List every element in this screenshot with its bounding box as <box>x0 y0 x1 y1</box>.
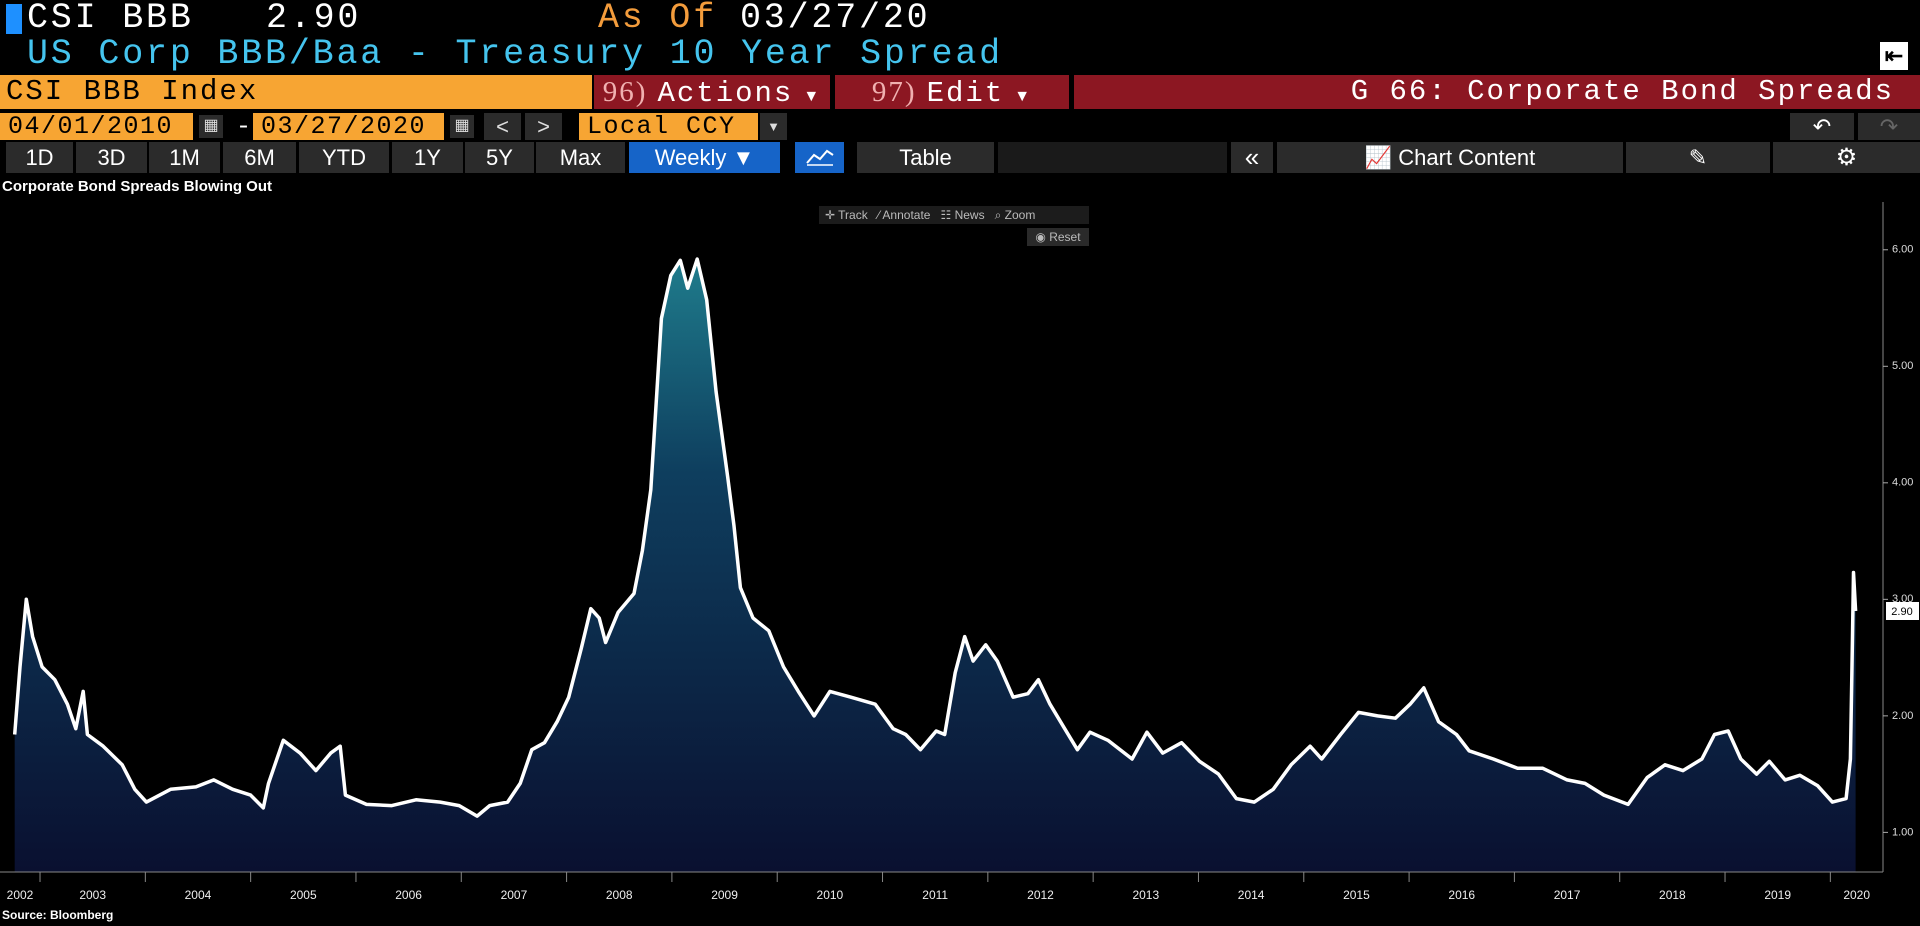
actions-menu[interactable]: 96) Actions ▼ <box>594 75 830 110</box>
chart-tool[interactable]: ⌕ Zoom <box>995 208 1036 222</box>
x-tick-label: 2016 <box>1448 888 1475 902</box>
undo-button[interactable]: ↶ <box>1790 113 1854 140</box>
y-tick-label: 5.00 <box>1892 360 1913 372</box>
chart-type-button[interactable] <box>795 142 844 173</box>
tool-icon: ⌕ <box>994 208 1005 222</box>
x-tick-label: 2012 <box>1027 888 1054 902</box>
x-tick-label: 2010 <box>817 888 844 902</box>
start-date[interactable]: 04/01/2010 <box>0 113 193 140</box>
x-tick-label: 2002 <box>7 888 34 902</box>
dropdown-arrow: ▼ <box>803 88 822 105</box>
as-of-date: 03/27/20 <box>740 0 931 38</box>
cursor <box>6 4 22 34</box>
chart-tool[interactable]: ☷ News <box>940 208 984 222</box>
y-tick-label: 1.00 <box>1892 826 1913 838</box>
tool-label: News <box>954 208 985 222</box>
period-button[interactable]: 1Y <box>392 142 463 173</box>
edit-label: Edit <box>926 77 1005 110</box>
x-tick-label: 2004 <box>185 888 212 902</box>
settings-button[interactable]: ⚙ <box>1773 142 1920 173</box>
y-tick-label: 4.00 <box>1892 477 1913 489</box>
chart-tools: ✛ Track ⁄ Annotate ☷ News ⌕ Zoom <box>819 206 1089 224</box>
reset-label: Reset <box>1049 230 1081 244</box>
table-button[interactable]: Table <box>857 142 994 173</box>
actions-code: 96) <box>602 76 648 108</box>
tool-icon: ✛ <box>825 208 839 222</box>
x-tick-label: 2011 <box>922 888 948 902</box>
actions-label: Actions <box>657 77 794 110</box>
line <box>12 257 1858 818</box>
x-tick-label: 2014 <box>1238 888 1265 902</box>
chart-content-button[interactable]: 📈 Chart Content <box>1277 142 1623 173</box>
period-button[interactable]: 5Y <box>465 142 534 173</box>
x-tick-label: 2007 <box>501 888 528 902</box>
x-tick-label: 2013 <box>1132 888 1159 902</box>
tool-label: Annotate <box>882 208 931 222</box>
chart-tool[interactable]: ✛ Track <box>825 208 868 222</box>
x-tick-label: 2019 <box>1764 888 1791 902</box>
calendar-icon[interactable]: ▦ <box>450 115 474 138</box>
edit-code: 97) <box>871 76 917 108</box>
dropdown-arrow: ▼ <box>1014 88 1033 105</box>
security-field[interactable]: CSI BBB Index <box>0 75 592 109</box>
currency-field[interactable]: Local CCY <box>579 113 758 140</box>
period-button[interactable]: 1M <box>149 142 220 173</box>
prev-button[interactable]: < <box>484 113 521 140</box>
as-of-label: As Of <box>598 0 718 38</box>
x-tick-label: 2015 <box>1343 888 1370 902</box>
last-value-label: 2.90 <box>1891 606 1912 618</box>
tool-label: Track <box>838 208 868 222</box>
chart-title: Corporate Bond Spreads Blowing Out <box>2 178 273 195</box>
x-tick-label: 2006 <box>395 888 422 902</box>
y-tick-label: 6.00 <box>1892 244 1913 256</box>
period-button[interactable]: 3D <box>76 142 147 173</box>
price: 2.90 <box>266 0 362 38</box>
redo-button[interactable]: ↷ <box>1858 113 1920 140</box>
period-button[interactable]: 1D <box>6 142 73 173</box>
area <box>14 259 1856 873</box>
frequency-label: Weekly <box>654 145 727 170</box>
x-tick-label: 2003 <box>79 888 106 902</box>
frequency-button[interactable]: Weekly ▼ <box>629 142 780 173</box>
currency-dropdown[interactable]: ▼ <box>760 113 787 140</box>
function-title: G 66: Corporate Bond Spreads <box>1074 75 1920 109</box>
calendar-icon[interactable]: ▦ <box>199 115 223 138</box>
exit-icon[interactable]: ⇤ <box>1880 42 1908 70</box>
y-tick-label: 2.00 <box>1892 710 1913 722</box>
x-tick-label: 2017 <box>1554 888 1581 902</box>
ticker: CSI BBB <box>27 0 194 38</box>
edit-chart-button[interactable]: ✎ <box>1626 142 1770 173</box>
chart-tool[interactable]: ⁄ Annotate <box>878 208 931 222</box>
reset-button[interactable]: ◉ Reset <box>1027 228 1089 246</box>
edit-menu[interactable]: 97) Edit ▼ <box>835 75 1069 110</box>
period-button[interactable]: Max <box>536 142 625 173</box>
source: Source: Bloomberg <box>2 908 113 922</box>
x-tick-label: 2020 <box>1843 888 1870 902</box>
x-tick-label: 2008 <box>606 888 633 902</box>
chart-content-label: Chart Content <box>1398 145 1536 170</box>
period-button[interactable]: 6M <box>223 142 296 173</box>
period-button[interactable]: YTD <box>299 142 389 173</box>
description: US Corp BBB/Baa - Treasury 10 Year Sprea… <box>27 34 1003 74</box>
collapse-button[interactable]: « <box>1231 142 1273 173</box>
tool-icon: ☷ <box>940 208 955 222</box>
tool-icon: ⁄ <box>877 208 883 222</box>
x-tick-label: 2005 <box>290 888 317 902</box>
next-button[interactable]: > <box>525 113 562 140</box>
x-tick-label: 2009 <box>711 888 738 902</box>
line-icon <box>805 149 834 166</box>
toolbar-spacer <box>998 142 1227 173</box>
last-value-box <box>1886 601 1919 620</box>
x-tick-label: 2018 <box>1659 888 1686 902</box>
end-date[interactable]: 03/27/2020 <box>253 113 444 140</box>
tool-label: Zoom <box>1004 208 1036 222</box>
date-separator: - <box>236 112 252 141</box>
